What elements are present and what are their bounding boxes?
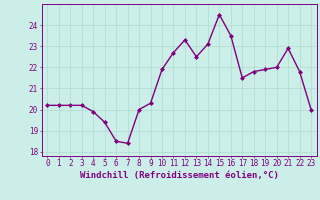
X-axis label: Windchill (Refroidissement éolien,°C): Windchill (Refroidissement éolien,°C) [80,171,279,180]
